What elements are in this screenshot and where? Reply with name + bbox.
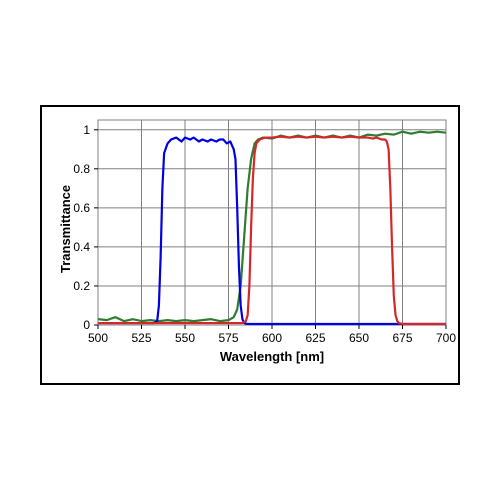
ytick-label: 1 bbox=[60, 123, 90, 137]
ytick-label: 0.2 bbox=[60, 279, 90, 293]
xtick-label: 525 bbox=[127, 331, 157, 345]
y-axis-label: Transmittance bbox=[58, 184, 73, 272]
xtick-label: 500 bbox=[83, 331, 113, 345]
xtick-label: 675 bbox=[388, 331, 418, 345]
xtick-label: 575 bbox=[214, 331, 244, 345]
ytick-label: 0 bbox=[60, 318, 90, 332]
transmittance-chart bbox=[98, 120, 446, 325]
xtick-label: 625 bbox=[301, 331, 331, 345]
ytick-label: 0.4 bbox=[60, 240, 90, 254]
x-axis-label: Wavelength [nm] bbox=[220, 349, 324, 364]
xtick-label: 550 bbox=[170, 331, 200, 345]
ytick-label: 0.6 bbox=[60, 201, 90, 215]
xtick-label: 600 bbox=[257, 331, 287, 345]
ytick-label: 0.8 bbox=[60, 162, 90, 176]
xtick-label: 700 bbox=[431, 331, 461, 345]
xtick-label: 650 bbox=[344, 331, 374, 345]
